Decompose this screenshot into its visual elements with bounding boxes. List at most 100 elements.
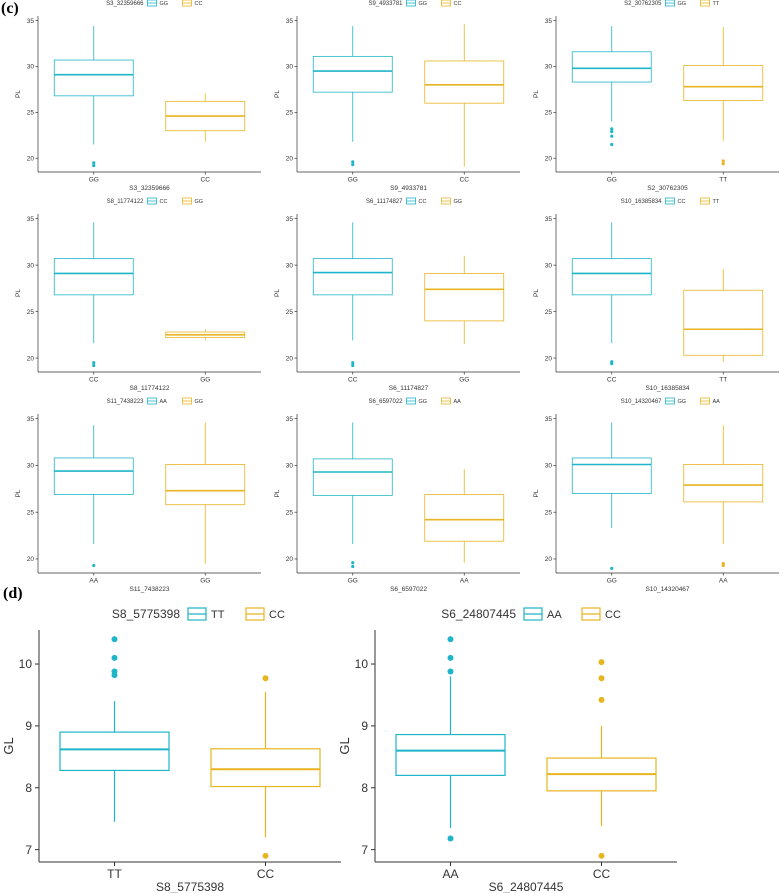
y-tick-label: 20	[545, 156, 553, 163]
y-tick-label: 30	[545, 262, 553, 269]
y-tick-label: 35	[27, 416, 35, 423]
y-tick-label: 30	[545, 64, 553, 71]
outlier-point	[447, 636, 454, 643]
y-tick-label: 25	[27, 309, 35, 316]
x-tick-label-GG: GG	[89, 177, 99, 184]
legend-label-GG: GG	[454, 199, 463, 205]
outlier-point	[351, 564, 355, 569]
x-tick-label-GG: GG	[348, 177, 358, 184]
chart-S6_24807445: S6_24807445 AA CC 7 8 9 10 GL AA CC S6_24807445	[337, 607, 677, 893]
chart-S10_14320467: S10_14320467 GG AA 20 25 30 35 PL GG AA S10_143204…	[533, 397, 779, 593]
y-tick-label: 8	[25, 781, 32, 795]
y-tick-label: 10	[355, 657, 369, 671]
outlier-point	[92, 163, 96, 168]
y-tick-label: 25	[286, 309, 294, 316]
x-axis-label: S2_30762305	[647, 185, 688, 192]
outlier-point	[598, 696, 605, 703]
box-TT	[59, 731, 170, 772]
y-tick-label: 25	[545, 509, 553, 516]
y-tick-label: 35	[545, 416, 553, 423]
y-tick-label: 20	[286, 355, 294, 362]
x-tick-label-GG: GG	[200, 578, 210, 585]
x-tick-label-TT: TT	[107, 867, 122, 881]
outlier-point	[447, 654, 454, 661]
outlier-point	[721, 159, 725, 163]
legend-label-TT: TT	[211, 609, 225, 621]
chart-S11_7438223: S11_7438223 AA GG 20 25 30 35 PL AA GG S11_7438223	[15, 397, 261, 593]
box-TT	[683, 65, 764, 101]
chart-S9_4933781: S9_4933781 GG CC 20 25 30 35 PL GG CC S9_4933781	[274, 0, 520, 192]
y-tick-label: 35	[286, 416, 294, 423]
x-tick-label-AA: AA	[89, 578, 98, 585]
outlier-point	[351, 163, 355, 167]
outlier-point	[610, 566, 614, 570]
outlier-point	[262, 675, 269, 682]
y-tick-label: 25	[286, 110, 294, 117]
legend-title: S6_6597022	[368, 399, 403, 405]
y-tick-label: 20	[27, 556, 35, 563]
x-tick-label-GG: GG	[200, 377, 210, 384]
x-tick-label-CC: CC	[348, 377, 358, 384]
box-CC	[53, 258, 134, 296]
box-AA	[424, 494, 505, 542]
legend-label-GG: GG	[195, 399, 204, 405]
panel-label-c: (c)	[1, 0, 19, 17]
y-tick-label: 9	[25, 719, 32, 733]
box-AA	[395, 733, 506, 776]
outlier-point	[111, 668, 118, 675]
outlier-point	[351, 160, 355, 164]
x-tick-label-AA: AA	[719, 578, 728, 585]
legend-label-CC: CC	[195, 1, 203, 7]
outlier-point	[351, 561, 355, 565]
x-tick-label-CC: CC	[460, 177, 470, 184]
x-tick-label-CC: CC	[593, 867, 611, 881]
outlier-point	[111, 654, 118, 661]
y-tick-label: 7	[361, 843, 368, 857]
box-GG	[571, 51, 652, 83]
y-tick-label: 25	[27, 509, 35, 516]
x-tick-label-TT: TT	[719, 177, 727, 184]
legend-label-AA: AA	[454, 399, 462, 405]
box-CC	[210, 748, 321, 788]
outlier-point	[610, 142, 614, 147]
legend-label-GG: GG	[160, 1, 169, 7]
legend-title: S2_30762305	[624, 1, 662, 7]
y-tick-label: 25	[286, 509, 294, 516]
box-CC	[424, 60, 505, 104]
outlier-point	[262, 852, 269, 859]
outlier-point	[111, 636, 118, 643]
y-axis-label: PL	[274, 489, 281, 497]
legend-label-GG: GG	[419, 1, 428, 7]
y-tick-label: 35	[286, 18, 294, 25]
legend-title: S10_14320467	[621, 399, 662, 405]
box-GG	[53, 59, 134, 97]
y-axis-label: PL	[533, 90, 540, 98]
box-GG	[571, 457, 652, 494]
y-tick-label: 35	[545, 18, 553, 25]
y-tick-label: 35	[27, 18, 35, 25]
x-tick-label-AA: AA	[442, 867, 458, 881]
box-AA	[683, 464, 764, 503]
outlier-point	[721, 562, 725, 566]
outlier-point	[598, 852, 605, 859]
y-axis-label: PL	[533, 289, 540, 297]
x-tick-label-GG: GG	[607, 177, 617, 184]
y-tick-label: 20	[545, 556, 553, 563]
outlier-point	[92, 361, 96, 365]
x-tick-label-GG: GG	[607, 578, 617, 585]
outlier-point	[447, 835, 454, 842]
x-axis-label: S8_11774122	[129, 385, 169, 392]
x-axis-label: S6_24807445	[489, 880, 564, 893]
y-tick-label: 30	[286, 64, 294, 71]
outlier-point	[447, 668, 454, 675]
outlier-point	[610, 134, 614, 138]
outlier-point	[610, 130, 614, 134]
chart-S8_11774122: S8_11774122 CC GG 20 25 30 35 PL CC GG S8_11774122	[15, 197, 261, 392]
y-tick-label: 25	[545, 110, 553, 117]
y-tick-label: 20	[27, 355, 35, 362]
y-tick-label: 35	[545, 216, 553, 223]
y-tick-label: 35	[27, 216, 35, 223]
outlier-point	[351, 363, 355, 368]
y-tick-label: 30	[27, 262, 35, 269]
legend-title: S9_4933781	[368, 1, 403, 7]
